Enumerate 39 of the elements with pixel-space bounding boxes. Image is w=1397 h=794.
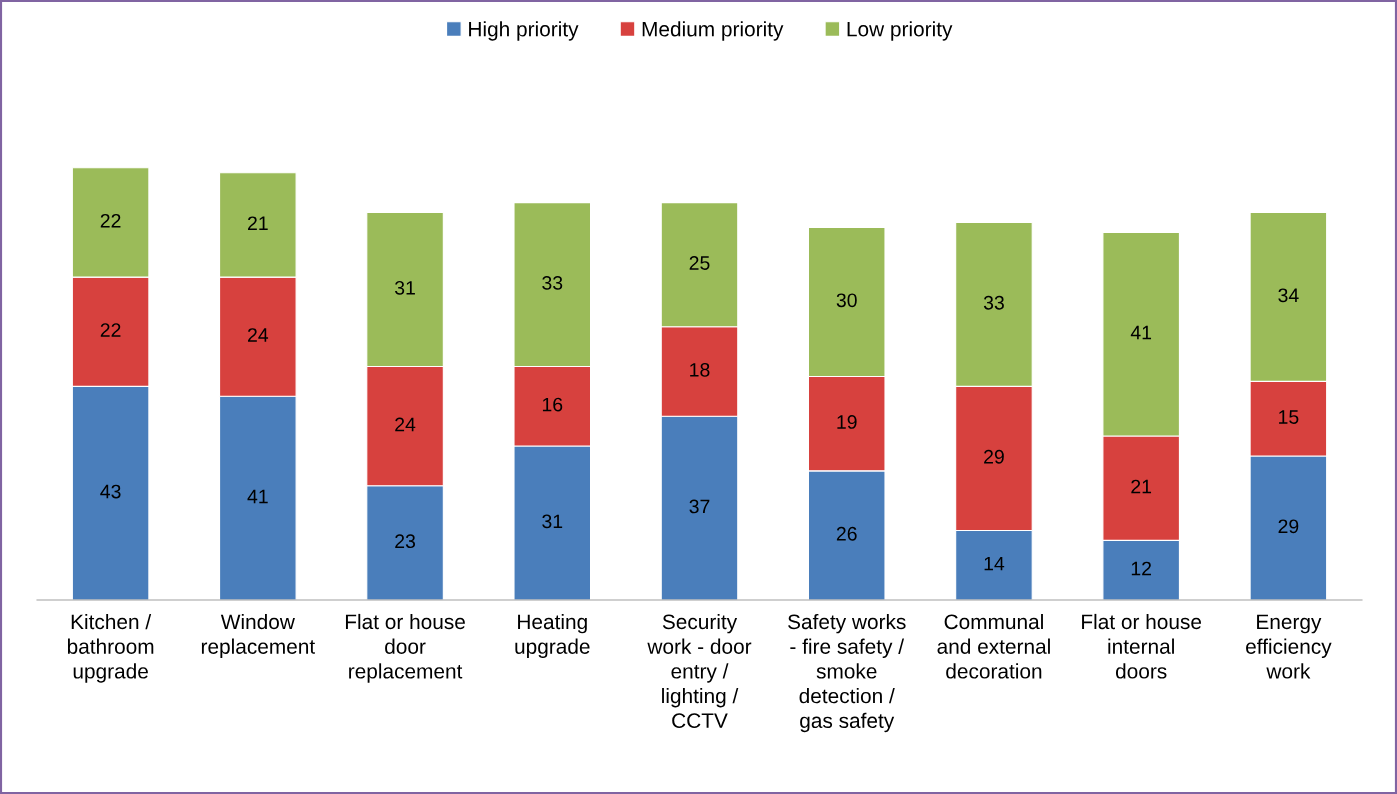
data-label: 21 — [1131, 479, 1152, 494]
data-label: 33 — [983, 295, 1004, 310]
data-label: 22 — [100, 213, 121, 228]
data-label: 29 — [984, 449, 1004, 464]
data-label: 33 — [542, 275, 563, 290]
data-label: 24 — [395, 417, 416, 432]
legend-label: Low priority — [847, 21, 953, 41]
data-label: 29 — [1278, 519, 1299, 534]
x-tick-label: Window replacement — [201, 613, 316, 659]
legend-label: Medium priority — [642, 21, 784, 41]
x-tick-label: Flat or house internal doors — [1082, 613, 1202, 679]
data-label: 43 — [100, 484, 121, 499]
data-label: 16 — [542, 397, 563, 412]
x-tick-label: Kitchen / bathroom upgrade — [67, 613, 154, 683]
x-tick-label: Flat or house door replacement — [345, 613, 465, 683]
data-label: 24 — [248, 328, 269, 342]
data-label: 14 — [984, 556, 1005, 571]
data-label: 30 — [836, 293, 857, 308]
data-label: 22 — [100, 323, 121, 337]
data-label: 41 — [247, 489, 268, 504]
data-label: 26 — [836, 526, 857, 541]
x-tick-label: Energy efficiency work — [1246, 614, 1332, 679]
legend-label: High priority — [469, 21, 579, 41]
x-tick-label: Safety works - fire safety / smoke detection / gas safety — [788, 613, 906, 733]
data-label: 15 — [1279, 410, 1299, 424]
data-label: 19 — [837, 415, 857, 429]
data-label: 12 — [1131, 561, 1152, 576]
data-label: 41 — [1130, 325, 1152, 340]
data-label: 34 — [1278, 288, 1299, 303]
x-tick-label: Heating upgrade — [515, 613, 590, 659]
data-label: 25 — [689, 256, 710, 270]
x-tick-label: Communal and external decoration — [937, 613, 1050, 679]
data-label: 23 — [395, 534, 416, 549]
data-label: 37 — [689, 499, 710, 514]
data-label: 18 — [690, 362, 710, 377]
data-label: 31 — [394, 280, 415, 295]
data-label: 31 — [542, 514, 563, 529]
x-tick-label: Security work - door entry / lighting / CCTV — [647, 613, 752, 729]
data-label: 21 — [248, 216, 268, 230]
